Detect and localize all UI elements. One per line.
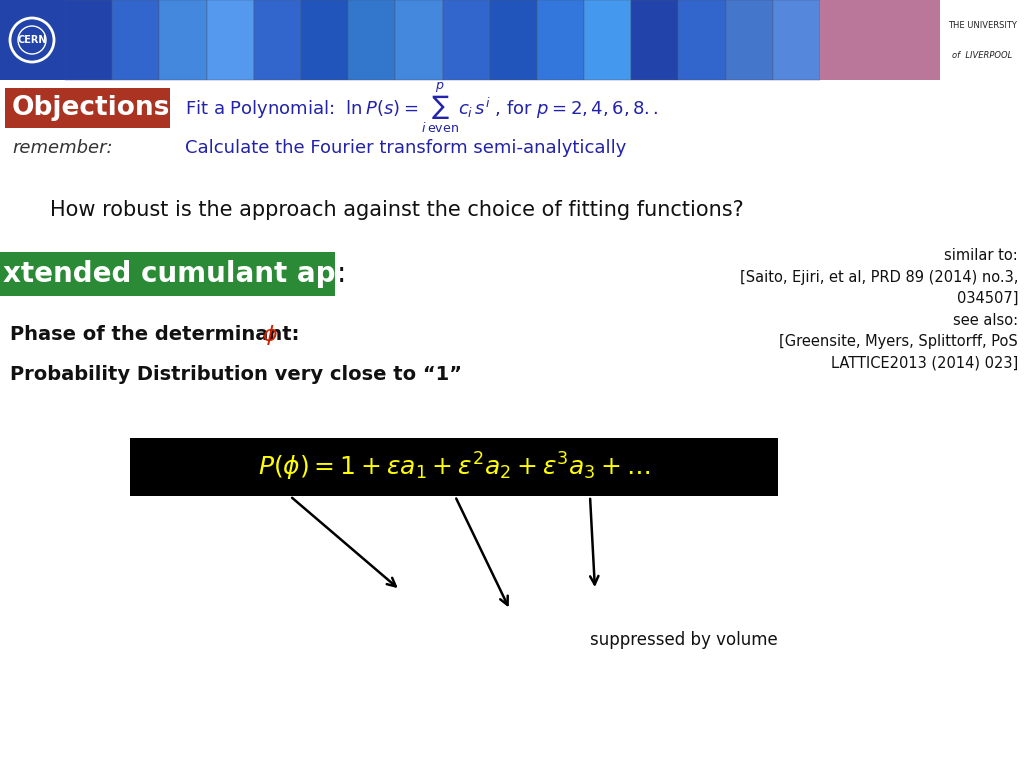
Bar: [0, 80, 1024, 768]
Bar: [65, 0, 113, 80]
Text: CERN: CERN: [17, 35, 47, 45]
Text: of  LIVERPOOL: of LIVERPOOL: [952, 51, 1012, 59]
Bar: [537, 0, 584, 80]
Bar: [65, 0, 820, 80]
Bar: [679, 0, 726, 80]
Text: :: :: [337, 260, 346, 288]
Bar: [442, 0, 489, 80]
Text: Objections:: Objections:: [12, 95, 181, 121]
Text: Phase of the determinant:: Phase of the determinant:: [10, 326, 313, 345]
Bar: [489, 0, 537, 80]
Text: suppressed by volume: suppressed by volume: [590, 631, 778, 649]
Bar: [207, 0, 254, 80]
Bar: [5, 88, 170, 128]
Bar: [584, 0, 631, 80]
Text: $\phi$: $\phi$: [262, 323, 278, 347]
Bar: [113, 0, 160, 80]
Text: THE UNIVERSITY: THE UNIVERSITY: [947, 21, 1017, 29]
Bar: [0, 0, 65, 80]
Bar: [631, 0, 679, 80]
Bar: [254, 0, 301, 80]
Text: How robust is the approach against the choice of fitting functions?: How robust is the approach against the c…: [50, 200, 743, 220]
Bar: [160, 0, 207, 80]
Text: $P(\phi) = 1 + \epsilon a_1 + \epsilon^2 a_2 + \epsilon^3 a_3 + \ldots$: $P(\phi) = 1 + \epsilon a_1 + \epsilon^2…: [258, 451, 650, 483]
Text: Calculate the Fourier transform semi-analytically: Calculate the Fourier transform semi-ana…: [185, 139, 627, 157]
Text: remember:: remember:: [12, 139, 113, 157]
Bar: [773, 0, 820, 80]
Text: xtended cumulant approach: xtended cumulant approach: [3, 260, 443, 288]
Bar: [301, 0, 348, 80]
Bar: [0, 252, 335, 296]
Bar: [348, 0, 395, 80]
Bar: [130, 438, 778, 496]
Bar: [940, 0, 1024, 80]
Text: similar to:
[Saito, Ejiri, et al, PRD 89 (2014) no.3,
034507]
see also:
[Greensi: similar to: [Saito, Ejiri, et al, PRD 89…: [739, 248, 1018, 371]
Bar: [726, 0, 773, 80]
Bar: [820, 0, 950, 80]
Bar: [395, 0, 442, 80]
Text: Probability Distribution very close to “1”: Probability Distribution very close to “…: [10, 366, 462, 385]
Text: Fit a Polynomial:  $\ln P(s) = \sum_{i\,\mathrm{even}}^{p} c_i\, s^i$ , for $p =: Fit a Polynomial: $\ln P(s) = \sum_{i\,\…: [185, 81, 658, 135]
